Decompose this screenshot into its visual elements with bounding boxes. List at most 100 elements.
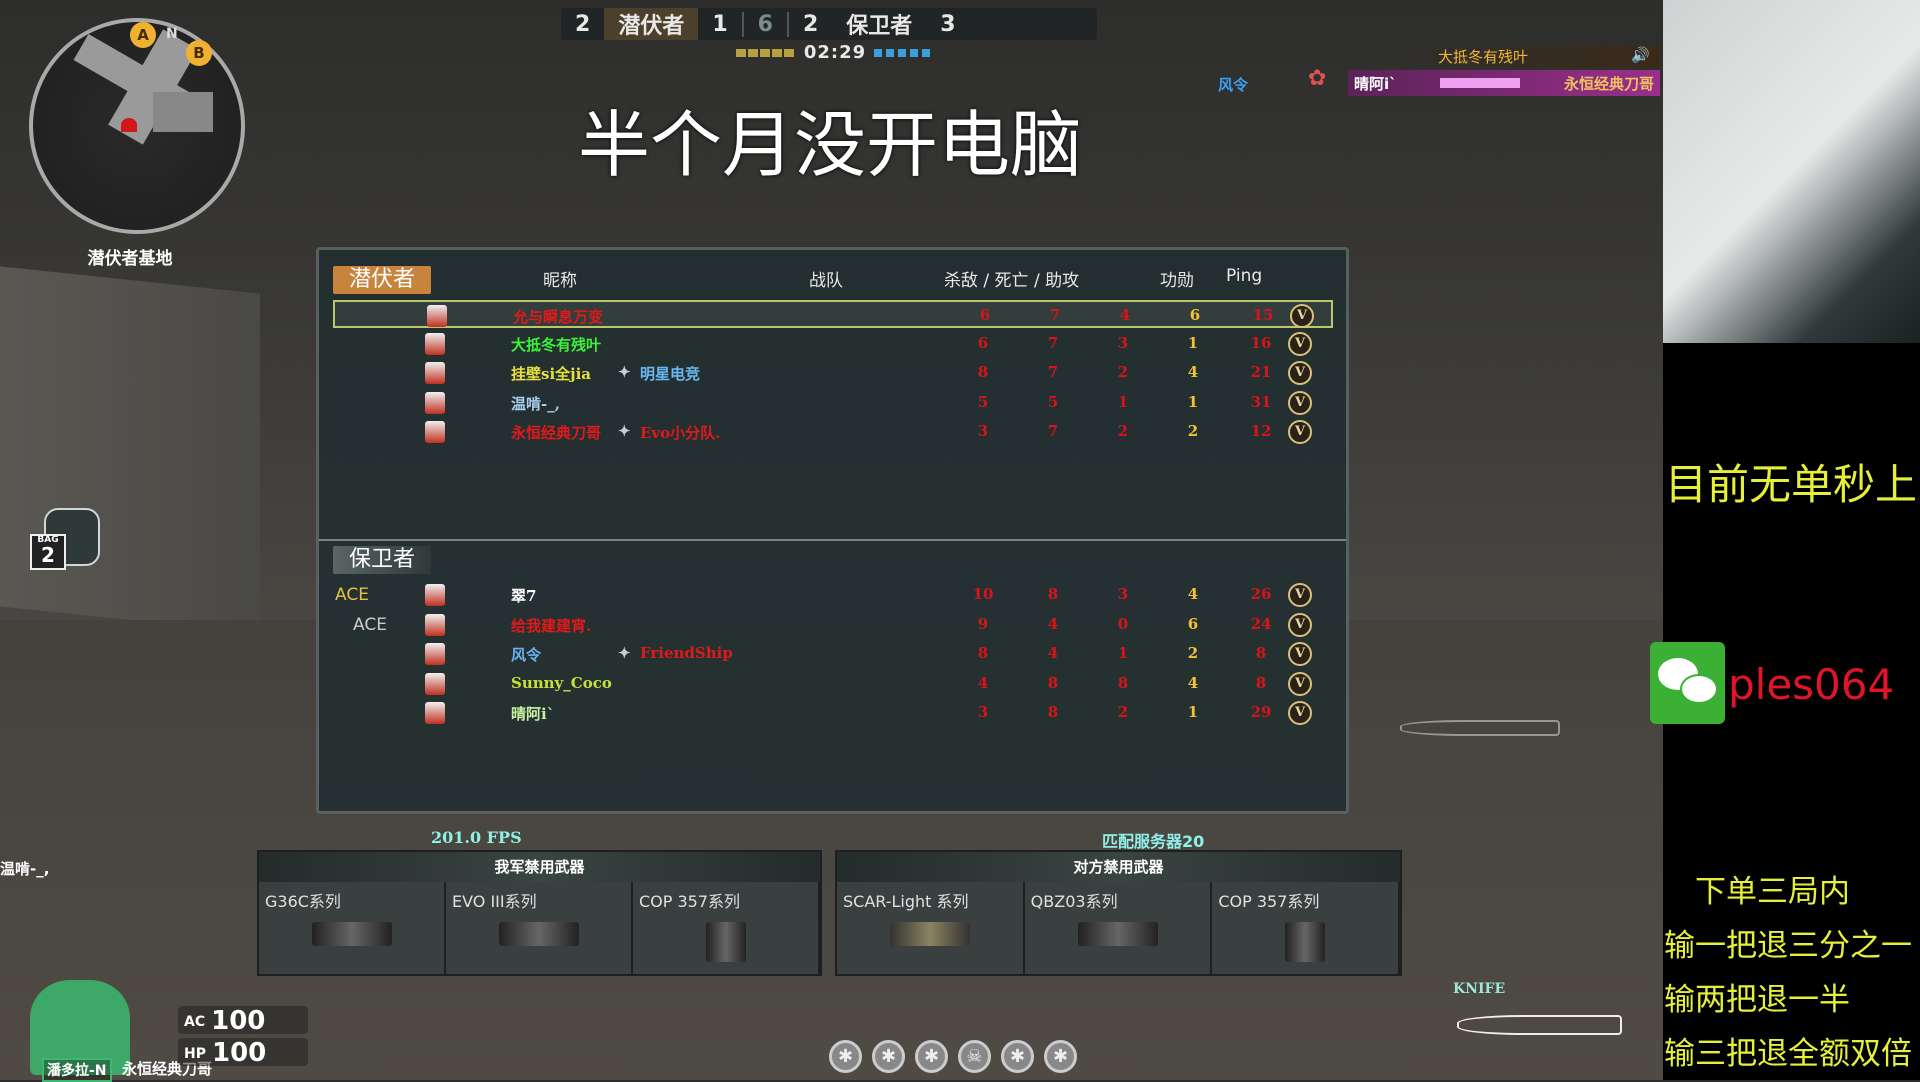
their-banned-title: 对方禁用武器 <box>837 852 1400 882</box>
stat-kills: 8 <box>977 644 989 662</box>
kill-entry: 晴阿i` 永恒经典刀哥 <box>1348 70 1660 96</box>
rifle-icon <box>1440 78 1521 88</box>
gun-icon <box>1077 922 1158 946</box>
bag-count: 2 <box>41 543 55 567</box>
stat-deaths: 8 <box>1047 703 1059 721</box>
clan-name: 明星电竞 <box>640 365 701 383</box>
rank-badge-icon: V <box>1288 671 1312 696</box>
promo-line: 输一把退三分之一 <box>1664 928 1912 964</box>
banned-weapon: COP 357系列 <box>1212 882 1401 974</box>
stat-merit: 2 <box>1187 422 1199 440</box>
clan-icon: ✦ <box>618 644 631 662</box>
skull-medal-icon: ☠ <box>958 1040 991 1073</box>
ace-label: ACE <box>335 585 369 605</box>
kf-left-player: 风令 <box>1218 76 1249 94</box>
stat-deaths: 4 <box>1047 614 1059 633</box>
stat-merit: 2 <box>1187 644 1199 662</box>
rank-badge-icon: V <box>1290 304 1314 328</box>
star-medal-icon: ✱ <box>1001 1040 1034 1073</box>
stat-ping: 8 <box>1255 673 1267 692</box>
star-medal-icon: ✱ <box>915 1040 948 1073</box>
ace-label: ACE <box>353 614 387 635</box>
webcam-feed <box>1663 0 1920 343</box>
our-banned-weapons: 我军禁用武器 G36C系列 EVO III系列 COP 357系列 <box>257 850 822 976</box>
north-marker: N <box>166 26 178 42</box>
rank-icon <box>425 391 445 414</box>
stat-ping: 31 <box>1250 392 1272 411</box>
header-ping: Ping <box>1226 266 1263 286</box>
player-name: 温啃-_, <box>511 394 560 413</box>
wechat-icon <box>1650 642 1725 724</box>
stat-assists: 0 <box>1117 614 1129 633</box>
scene-wall <box>0 266 260 634</box>
stat-assists: 3 <box>1117 333 1129 352</box>
side-knife-icon <box>1400 720 1560 736</box>
victim-name: 永恒经典刀哥 <box>1563 74 1654 93</box>
stat-ping: 12 <box>1250 422 1272 440</box>
ct-team-name: 保卫者 <box>846 14 913 39</box>
stat-deaths: 7 <box>1047 363 1059 381</box>
clan-icon: ✦ <box>618 363 631 381</box>
rank-icon <box>425 643 445 665</box>
promo-line: 输三把退全额双倍 <box>1664 1036 1912 1072</box>
stat-deaths: 8 <box>1047 673 1059 692</box>
star-medal-icon: ✱ <box>829 1040 862 1073</box>
stat-kills: 6 <box>979 306 991 324</box>
stat-assists: 8 <box>1117 673 1129 692</box>
player-name: 给我建建宵. <box>511 616 592 635</box>
stat-merit: 1 <box>1187 703 1199 721</box>
clan-name: FriendShip <box>640 644 733 662</box>
weapon-label: KNIFE <box>1453 981 1506 997</box>
t-team-name: 潜伏者 <box>604 8 699 40</box>
round-timer-row: 02:29 <box>710 42 960 63</box>
t-players-pips <box>735 49 796 57</box>
header-team: 战队 <box>809 271 843 291</box>
stat-merit: 6 <box>1189 306 1201 324</box>
stat-ping: 16 <box>1250 333 1272 352</box>
team-tag-t: 潜伏者 <box>333 266 432 294</box>
rank-icon <box>425 672 445 695</box>
player-row: ACE 给我建建宵. 9 4 0 6 24 V <box>333 611 1333 639</box>
minimap <box>29 18 245 234</box>
round-timer: 02:29 <box>803 42 867 63</box>
their-banned-weapons: 对方禁用武器 SCAR-Light 系列 QBZ03系列 COP 357系列 <box>835 850 1402 976</box>
player-row: 晴阿i` 3 8 2 1 29 V <box>333 699 1333 727</box>
stat-kills: 9 <box>977 614 989 633</box>
team-divider <box>319 539 1346 541</box>
player-name: 晴阿i` <box>511 705 555 723</box>
stat-kills: 5 <box>977 392 989 411</box>
bag-label: BAG <box>37 535 59 545</box>
player-name: 永恒经典刀哥 <box>511 424 602 442</box>
header-name: 昵称 <box>543 271 577 291</box>
gun-icon <box>889 922 970 946</box>
banned-weapon: SCAR-Light 系列 <box>837 882 1025 974</box>
stat-deaths: 7 <box>1047 333 1059 352</box>
stat-merit: 4 <box>1187 673 1199 692</box>
stat-kills: 8 <box>977 363 989 381</box>
stat-merit: 1 <box>1187 333 1199 352</box>
rank-icon <box>425 584 445 606</box>
killer-name: 晴阿i` <box>1354 74 1397 93</box>
player-name: 翠7 <box>511 587 537 605</box>
bombsite-a-marker: A <box>130 22 156 48</box>
player-row: 风令 ✦ FriendShip 8 4 1 2 8 V <box>333 640 1333 668</box>
fps-counter: 201.0 FPS <box>431 828 522 847</box>
bombsite-b-marker: B <box>186 40 212 66</box>
stat-kills: 4 <box>977 673 989 692</box>
stat-ping: 15 <box>1252 306 1274 324</box>
bag-icon: BAG 2 <box>30 508 110 574</box>
stat-kills: 10 <box>972 585 994 603</box>
stat-kills: 3 <box>977 422 989 440</box>
header-kda: 杀敌 / 死亡 / 助攻 <box>944 271 1080 291</box>
rank-badge-icon: V <box>1288 390 1312 415</box>
player-name: Sunny_Coco <box>511 673 612 692</box>
stat-deaths: 4 <box>1047 644 1059 662</box>
player-row: 大抵冬有残叶 6 7 3 1 16 V <box>333 330 1333 358</box>
voice-speaker-name: 大抵冬有残叶 <box>1438 48 1529 66</box>
map-location-label: 潜伏者基地 <box>87 249 173 269</box>
rank-badge-icon: V <box>1288 701 1312 725</box>
player-row: ACE 翠7 10 8 3 4 26 V <box>333 581 1333 609</box>
server-name: 匹配服务器20 <box>1102 832 1205 851</box>
stat-ping: 8 <box>1255 644 1267 662</box>
stat-assists: 2 <box>1117 703 1129 721</box>
